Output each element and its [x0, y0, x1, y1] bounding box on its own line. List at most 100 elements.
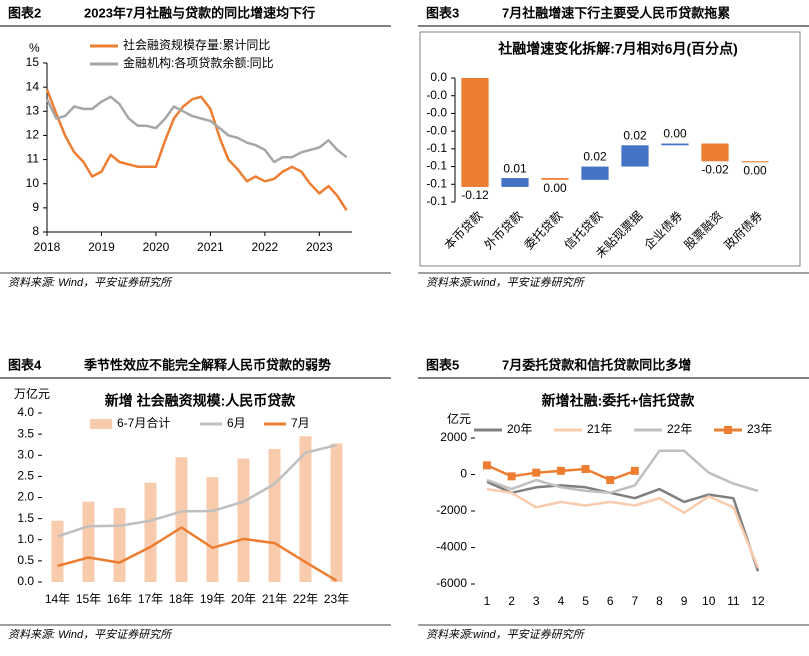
y-tick-label: 14 [26, 79, 40, 93]
y-axis-label: 亿元 [447, 411, 471, 426]
bar [501, 178, 529, 187]
point-marker [630, 466, 639, 475]
y-tick-label: 4.0 [17, 405, 34, 419]
legend-label: 6月 [227, 416, 246, 430]
y-axis-label: % [29, 41, 40, 55]
bar [541, 178, 569, 180]
y-tick-label: 15 [26, 55, 40, 69]
y-tick-label: 2000 [440, 430, 467, 444]
bar [581, 166, 609, 180]
figure-title: 2023年7月社融与贷款的同比增速均下行 [84, 5, 315, 20]
y-tick-label: 8 [32, 224, 39, 238]
y-tick-label: 9 [32, 200, 39, 214]
series-line [45, 89, 348, 211]
y-tick-label: -0.0 [426, 123, 447, 137]
y-tick-label: -0.1 [426, 176, 447, 190]
y-tick-label: -6000 [436, 576, 467, 590]
point-marker [556, 466, 565, 475]
chart-title: 社融增速变化拆解:7月相对6月(百分点) [497, 41, 738, 57]
y-tick-label: 1.5 [17, 511, 34, 525]
x-tick-label: 2021 [197, 240, 224, 254]
legend-label: 20年 [507, 422, 532, 436]
y-tick-label: 3.5 [17, 426, 34, 440]
y-tick-label: 0.0 [17, 574, 34, 588]
x-tick-label: 3 [533, 594, 540, 608]
bar [741, 161, 769, 163]
bar [661, 143, 689, 146]
x-tick-label: 2019 [88, 240, 115, 254]
bar [461, 78, 489, 187]
x-tick-label: 9 [681, 594, 688, 608]
legend-label: 6-7月合计 [117, 415, 170, 430]
x-tick-label: 21年 [262, 592, 287, 606]
figure-label: 图表2 [8, 5, 41, 20]
y-tick-label: -4000 [436, 540, 467, 554]
x-tick-label: 2022 [252, 240, 279, 254]
figure-title: 7月委托贷款和信托贷款同比多增 [502, 357, 691, 372]
y-tick-label: -0.0 [426, 88, 447, 102]
y-tick-label: 2.0 [17, 490, 34, 504]
point-marker [483, 461, 491, 470]
data-label: 0.00 [543, 181, 567, 195]
data-label: 0.00 [743, 163, 767, 177]
figure-label: 图表5 [426, 357, 459, 372]
y-tick-label: -0.0 [426, 106, 447, 120]
chart-title: 新增社融:委托+信托贷款 [542, 393, 696, 409]
x-tick-label: 2023 [306, 240, 333, 254]
point-marker [606, 475, 615, 484]
bar [299, 436, 312, 582]
x-tick-label: 本币贷款 [442, 208, 486, 252]
x-tick-label: 12 [751, 594, 765, 608]
x-tick-label: 7 [631, 594, 638, 608]
x-tick-label: 2020 [143, 240, 170, 254]
x-tick-label: 22年 [293, 592, 318, 606]
bar [51, 520, 64, 582]
legend-label: 金融机构:各项贷款余额:同比 [123, 55, 274, 70]
bar [144, 482, 157, 582]
x-tick-label: 2 [508, 594, 515, 608]
series-line [45, 95, 348, 164]
data-label: 0.00 [663, 127, 687, 141]
chart-title: 新增 社会融资规模:人民币贷款 [105, 393, 297, 409]
point-marker [532, 468, 541, 477]
x-tick-label: 23年 [324, 592, 349, 606]
x-tick-label: 10 [702, 594, 716, 608]
bar [268, 448, 281, 582]
y-tick-label: 13 [26, 103, 40, 117]
legend-label: 23年 [747, 422, 772, 436]
x-tick-label: 15年 [76, 592, 101, 606]
y-tick-label: -0.1 [426, 141, 447, 155]
figure-label: 图表4 [8, 357, 42, 372]
legend-label: 22年 [667, 422, 692, 436]
bar [113, 508, 126, 582]
x-tick-label: 6 [607, 594, 614, 608]
bar [175, 457, 188, 582]
bar [621, 145, 649, 167]
y-tick-label: 2.5 [17, 469, 34, 483]
data-label: 0.02 [583, 150, 607, 164]
x-tick-label: 2018 [34, 240, 61, 254]
x-tick-label: 14年 [45, 592, 70, 606]
x-tick-label: 1 [484, 594, 491, 608]
x-tick-label: 4 [558, 594, 565, 608]
x-tick-label: 8 [656, 594, 663, 608]
legend-marker [724, 426, 732, 434]
data-label: -0.02 [701, 162, 729, 176]
y-tick-label: -2000 [436, 503, 467, 517]
bar [82, 501, 95, 582]
data-label: 0.01 [503, 161, 527, 175]
source-note: 资料来源: Wind，平安证券研究所 [8, 628, 173, 641]
x-tick-label: 19年 [200, 592, 225, 606]
y-tick-label: -0.1 [426, 194, 447, 208]
figure-title: 7月社融增速下行主要受人民币贷款拖累 [502, 5, 730, 20]
figure-label: 图表3 [426, 5, 459, 20]
y-tick-label: 1.0 [17, 532, 34, 546]
y-tick-label: 0.0 [430, 70, 447, 84]
legend-label: 7月 [291, 416, 310, 430]
x-tick-label: 企业债券 [641, 208, 686, 253]
y-tick-label: 12 [26, 128, 40, 142]
y-tick-label: -0.1 [426, 159, 447, 173]
chart-frame [419, 31, 801, 267]
x-tick-label: 11 [727, 594, 740, 608]
